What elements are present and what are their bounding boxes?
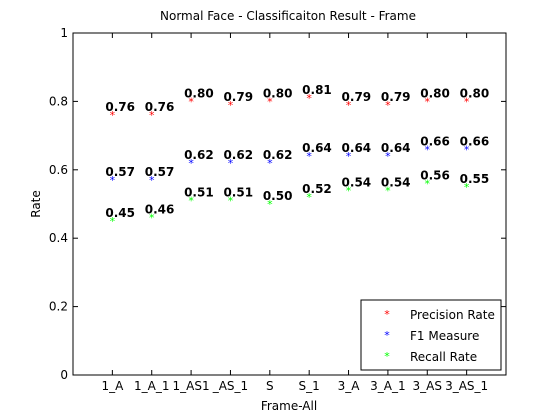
data-label: 0.64	[381, 141, 411, 155]
data-label: 0.66	[460, 134, 490, 148]
data-point: *	[228, 157, 234, 170]
data-point: *	[385, 184, 391, 197]
data-label: 0.66	[420, 134, 450, 148]
data-label: 0.54	[381, 175, 411, 189]
data-point: *	[110, 174, 116, 187]
data-label: 0.76	[145, 100, 175, 114]
data-label: 0.76	[105, 100, 135, 114]
data-label: 0.64	[302, 141, 332, 155]
data-label: 0.62	[184, 148, 214, 162]
legend-label: Recall Rate	[410, 350, 477, 364]
data-label: 0.79	[223, 90, 253, 104]
x-tick-label: 3_AS_1	[445, 379, 488, 393]
legend-box	[360, 299, 502, 371]
data-label: 0.80	[420, 86, 450, 100]
data-point: *	[149, 109, 155, 122]
data-label: 0.55	[460, 172, 490, 186]
x-tick-label: S	[266, 379, 274, 393]
y-tick-label: 0.4	[49, 231, 68, 245]
data-point: *	[110, 215, 116, 228]
x-tick-label: 1_A	[101, 379, 124, 393]
x-tick-label: 3_AS	[413, 379, 442, 393]
data-point: *	[425, 143, 431, 156]
data-point: *	[188, 157, 194, 170]
y-tick-label: 0.2	[49, 300, 68, 314]
x-tick-label: 1_A_1	[134, 379, 169, 393]
data-label: 0.79	[381, 90, 411, 104]
data-label: 0.80	[460, 86, 490, 100]
data-label: 0.80	[184, 86, 214, 100]
data-label: 0.46	[145, 203, 175, 217]
x-axis: 1_A 1_A_1 1_AS1 _AS_1 S S_1 3_A 3_A_1 3_AS 3_AS_1	[101, 33, 488, 393]
x-tick-label: 3_A	[338, 379, 361, 393]
data-label: 0.64	[342, 141, 372, 155]
legend-label: F1 Measure	[410, 329, 479, 343]
legend-marker: *	[384, 308, 390, 321]
y-tick-label: 0.6	[49, 163, 68, 177]
data-point: *	[188, 95, 194, 108]
data-point: *	[228, 195, 234, 208]
x-tick-label: 3_A_1	[370, 379, 405, 393]
data-point: *	[188, 195, 194, 208]
data-point: *	[267, 157, 273, 170]
data-point: *	[464, 181, 470, 194]
data-label: 0.45	[105, 206, 135, 220]
chart-title: Normal Face - Classificaiton Result - Fr…	[160, 9, 416, 23]
data-point: *	[110, 109, 116, 122]
x-axis-label: Frame-All	[261, 399, 317, 413]
y-tick-label: 0	[60, 368, 68, 382]
x-tick-label: _AS_1	[212, 379, 248, 393]
data-point: *	[346, 99, 352, 112]
data-label: 0.81	[302, 83, 332, 97]
legend-label: Precision Rate	[410, 308, 495, 322]
y-tick-label: 0.8	[49, 94, 68, 108]
plot-area	[72, 32, 507, 376]
data-point: *	[346, 184, 352, 197]
data-label: 0.62	[223, 148, 253, 162]
x-tick-label: 1_AS1	[173, 379, 210, 393]
data-label: 0.80	[263, 86, 293, 100]
data-point: *	[346, 150, 352, 163]
data-label: 0.57	[105, 165, 135, 179]
data-point: *	[425, 177, 431, 190]
data-point: *	[306, 191, 312, 204]
data-label: 0.51	[184, 186, 214, 200]
x-tick-label: S_1	[299, 379, 320, 393]
data-label: 0.54	[342, 175, 372, 189]
data-point: *	[228, 99, 234, 112]
legend-marker: *	[384, 329, 390, 342]
data-point: *	[385, 99, 391, 112]
data-point: *	[306, 92, 312, 105]
data-point: *	[425, 95, 431, 108]
legend-marker: *	[384, 350, 390, 363]
data-label: 0.62	[263, 148, 293, 162]
data-label: 0.50	[263, 189, 293, 203]
data-point: *	[464, 95, 470, 108]
data-label: 0.56	[420, 168, 450, 182]
data-label: 0.57	[145, 165, 175, 179]
y-axis-label: Rate	[29, 190, 43, 218]
data-point: *	[385, 150, 391, 163]
data-point: *	[267, 95, 273, 108]
data-points: *0.76*0.76 *0.80*0.79 *0.80 *0.81*0.79*0.79…	[105, 83, 489, 228]
y-axis: 00.20.40.60.81	[49, 26, 506, 382]
data-point: *	[149, 174, 155, 187]
data-point: *	[306, 150, 312, 163]
data-point: *	[267, 198, 273, 211]
data-label: 0.52	[302, 182, 332, 196]
data-label: 0.79	[342, 90, 372, 104]
y-tick-label: 1	[60, 26, 68, 40]
legend: * Precision Rate * F1 Measure * Recall Rate	[360, 299, 502, 371]
data-point: *	[149, 212, 155, 225]
data-label: 0.51	[223, 186, 253, 200]
data-point: *	[464, 143, 470, 156]
